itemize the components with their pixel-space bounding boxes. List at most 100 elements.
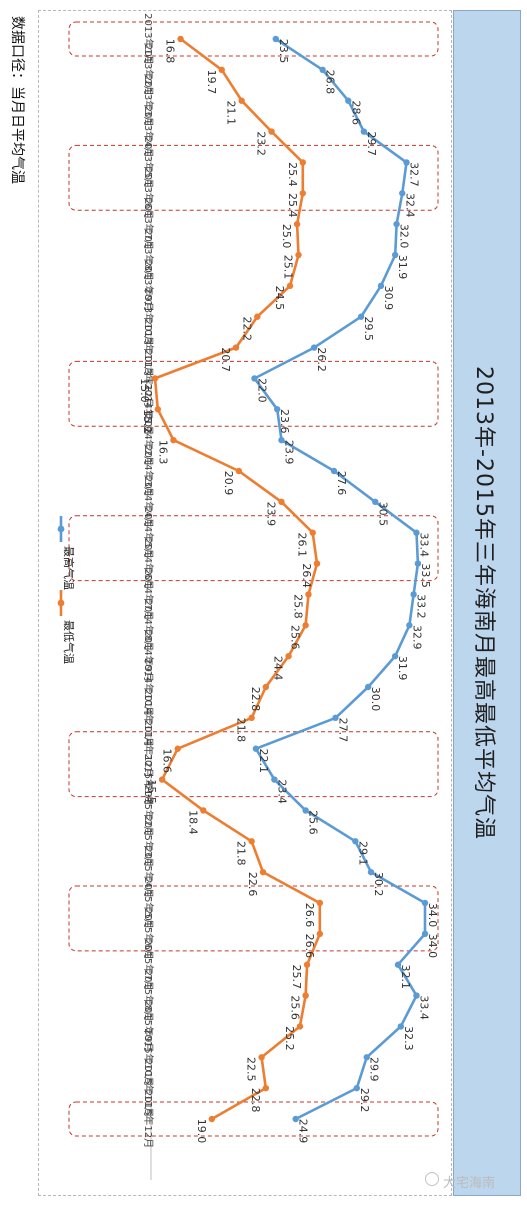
tick-label: 2014年9月 xyxy=(142,630,155,682)
data-label: 33.5 xyxy=(419,563,432,588)
legend-label: 最低气温 xyxy=(62,620,76,664)
title-bar xyxy=(453,10,521,1196)
data-point xyxy=(154,406,162,413)
data-point xyxy=(316,930,324,938)
data-point xyxy=(391,251,399,259)
tick-label: 2013年8月 xyxy=(142,229,155,281)
data-point xyxy=(208,1115,216,1123)
legend-label: 最高气温 xyxy=(62,546,76,590)
data-label: 23.9 xyxy=(265,502,278,527)
data-label: 26.6 xyxy=(303,934,316,959)
data-point xyxy=(360,128,368,135)
data-point xyxy=(399,190,406,197)
data-point xyxy=(316,899,324,907)
data-label: 15.2 xyxy=(141,409,154,434)
data-label: 32.9 xyxy=(410,625,423,650)
data-label: 28.6 xyxy=(349,100,362,125)
tick-label: 2015年3月 xyxy=(142,815,155,867)
data-label: 21.1 xyxy=(225,100,238,125)
data-label: 15.0 xyxy=(138,378,151,403)
data-label: 25.4 xyxy=(286,162,299,187)
data-label: 29.5 xyxy=(362,316,375,341)
highlight-box xyxy=(68,885,439,952)
tick-label: 2013年12月 xyxy=(142,349,155,407)
data-point xyxy=(393,220,400,228)
data-point xyxy=(170,436,177,444)
tick-label: 2013年1月 xyxy=(142,13,155,65)
data-label: 29.9 xyxy=(368,1057,381,1082)
data-label: 26.6 xyxy=(303,903,316,928)
data-point xyxy=(305,591,312,598)
data-label: 25.2 xyxy=(283,1026,296,1051)
data-label: 25.6 xyxy=(307,810,320,835)
data-label: 30.0 xyxy=(369,687,382,712)
tick-label: 2015年10月 xyxy=(142,1028,155,1086)
data-point xyxy=(238,97,245,104)
data-point xyxy=(391,652,399,660)
data-point xyxy=(421,899,429,907)
data-label: 31.9 xyxy=(396,255,409,280)
highlight-box xyxy=(68,515,439,582)
watermark: 大宅海南 xyxy=(443,1176,496,1191)
data-point xyxy=(406,622,413,629)
data-point xyxy=(158,776,166,783)
data-point xyxy=(414,560,422,567)
series-line xyxy=(253,37,427,1121)
data-point xyxy=(421,930,429,938)
data-label: 22.2 xyxy=(240,316,253,341)
data-point xyxy=(200,807,207,814)
data-label: 23.9 xyxy=(283,440,296,465)
highlight-box xyxy=(68,21,439,57)
data-label: 25.0 xyxy=(280,224,293,249)
data-label: 20.7 xyxy=(219,347,232,372)
tick-label: 2013年10月 xyxy=(142,288,155,346)
data-point xyxy=(303,961,311,968)
tick-labels: 2013年1月2013年2月2013年3月2013年4月2013年5月2013年… xyxy=(142,13,155,1148)
data-label: 22.6 xyxy=(246,872,259,897)
series-line xyxy=(153,37,322,1121)
data-point xyxy=(218,66,225,74)
tick-label: 2014年4月 xyxy=(142,476,155,528)
data-label: 32.7 xyxy=(408,162,421,187)
data-label: 32.4 xyxy=(403,193,416,218)
tick-label: 2015年5月 xyxy=(142,877,155,929)
data-label: 22.8 xyxy=(249,687,262,712)
data-point xyxy=(377,282,385,290)
data-point xyxy=(352,838,359,845)
data-label: 24.4 xyxy=(272,656,285,681)
tick-label: 2015年1月 xyxy=(142,754,155,806)
data-point xyxy=(254,313,261,320)
data-point xyxy=(262,683,270,691)
data-label: 22.0 xyxy=(256,378,269,403)
data-label: 24.9 xyxy=(297,1119,310,1144)
tick-label: 2013年6月 xyxy=(142,167,155,219)
data-point xyxy=(302,622,309,629)
data-label: 23.2 xyxy=(255,131,268,156)
tick-label: 2014年7月 xyxy=(142,569,155,621)
data-point xyxy=(262,1084,270,1092)
data-point xyxy=(285,652,292,660)
data-point xyxy=(394,961,402,968)
tick-label: 2013年4月 xyxy=(142,106,155,158)
data-point xyxy=(397,1023,405,1030)
data-point xyxy=(248,714,255,722)
data-point xyxy=(364,683,372,691)
data-point xyxy=(410,591,417,598)
data-label: 16.8 xyxy=(164,39,177,64)
tick-label: 2013年2月 xyxy=(142,44,155,96)
data-point xyxy=(286,282,294,290)
data-label: 30.5 xyxy=(376,502,389,527)
data-point xyxy=(319,66,326,74)
data-label: 27.6 xyxy=(335,471,348,496)
data-point xyxy=(332,714,339,722)
data-label: 32.1 xyxy=(399,964,412,989)
data-label: 24.5 xyxy=(273,286,286,311)
tick-label: 2014年5月 xyxy=(142,507,155,559)
data-label: 25.1 xyxy=(282,255,295,280)
data-label: 27.7 xyxy=(337,718,350,743)
data-label: 26.8 xyxy=(324,70,337,95)
data-point xyxy=(251,375,258,382)
data-point xyxy=(252,745,260,752)
tick-label: 2015年11月 xyxy=(142,1059,155,1117)
data-label: 23.6 xyxy=(278,409,291,434)
